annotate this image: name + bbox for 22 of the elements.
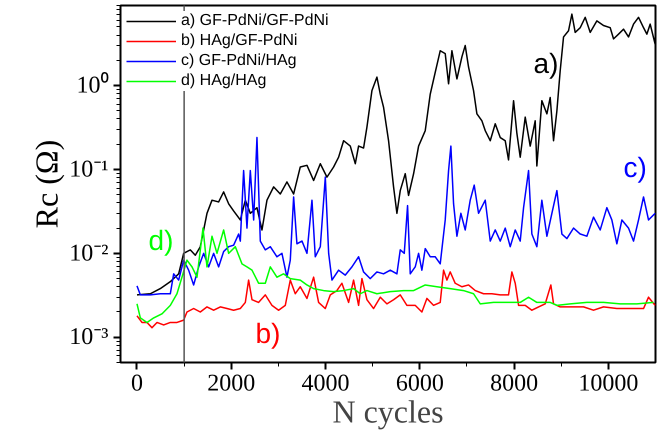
x-tick-label: 0 bbox=[131, 370, 143, 396]
x-tick-label: 10000 bbox=[578, 370, 638, 396]
annotation: d) bbox=[148, 225, 174, 256]
y-tick-label: 10⁰ bbox=[76, 72, 108, 99]
legend-label: a) GF-PdNi/GF-PdNi bbox=[181, 12, 329, 30]
y-tick-label: 10⁻¹ bbox=[69, 156, 109, 182]
x-tick-label: 4000 bbox=[302, 370, 350, 396]
x-axis-title: N cycles bbox=[332, 394, 444, 430]
annotation: b) bbox=[256, 318, 280, 349]
legend-label: c) GF-PdNi/HAg bbox=[181, 52, 297, 70]
y-axis-title: Rc (Ω) bbox=[28, 140, 64, 228]
line-series bbox=[136, 227, 654, 324]
x-tick-label: 8000 bbox=[490, 370, 538, 396]
legend-label: b) HAg/GF-PdNi bbox=[181, 32, 298, 50]
x-tick-label: 2000 bbox=[207, 370, 256, 396]
annotation: a) bbox=[534, 48, 558, 79]
y-tick-label: 10⁻³ bbox=[69, 324, 109, 350]
legend-label: d) HAg/HAg bbox=[181, 72, 266, 90]
y-tick-label: 10⁻² bbox=[69, 240, 109, 266]
annotation: c) bbox=[624, 152, 647, 183]
line-series bbox=[136, 136, 656, 296]
x-tick-label: 6000 bbox=[396, 370, 444, 396]
